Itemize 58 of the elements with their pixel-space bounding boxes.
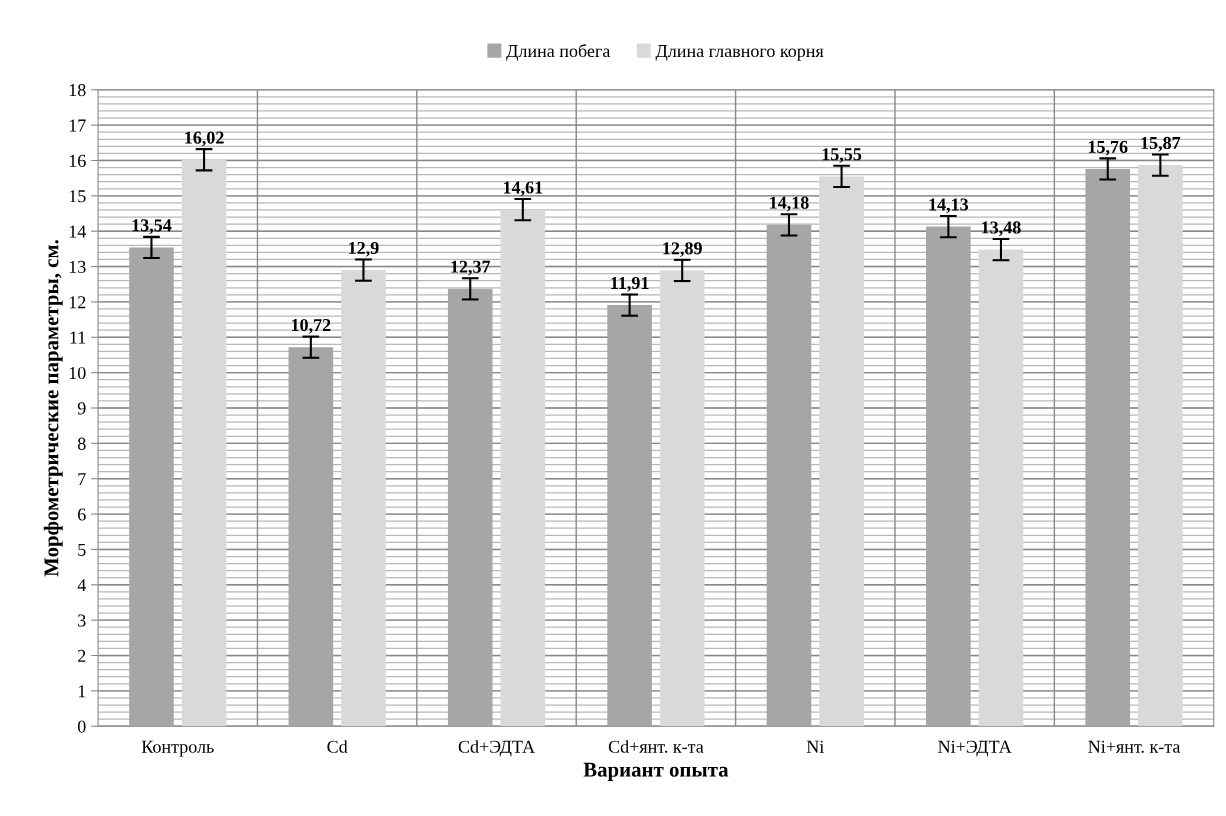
y-tick-label: 3 bbox=[78, 614, 86, 627]
data-label: 11,91 bbox=[611, 276, 649, 292]
bar bbox=[341, 270, 386, 727]
y-tick-label: 5 bbox=[78, 543, 86, 556]
x-tick-label: Ni bbox=[806, 740, 824, 753]
bar bbox=[926, 226, 971, 727]
y-tick-label: 6 bbox=[78, 508, 86, 521]
y-tick-label: 18 bbox=[69, 84, 86, 97]
data-label: 12,9 bbox=[349, 241, 379, 257]
y-tick-label: 15 bbox=[69, 190, 86, 203]
y-tick-label: 9 bbox=[77, 402, 86, 415]
data-label: 10,72 bbox=[291, 318, 331, 334]
data-label: 12,89 bbox=[663, 242, 702, 258]
y-tick-label: 4 bbox=[77, 579, 86, 592]
data-label: 15,87 bbox=[1141, 136, 1181, 152]
data-label: 16,02 bbox=[185, 131, 224, 147]
y-tick-label: 14 bbox=[69, 225, 86, 238]
x-tick-label: Cd+ЭДТА bbox=[458, 740, 535, 757]
y-tick-label: 11 bbox=[70, 331, 86, 344]
y-tick-label: 13 bbox=[69, 260, 86, 273]
x-tick-label: Cd+янт. к-та bbox=[608, 740, 704, 753]
x-tick-label: Ni+ЭДТА bbox=[938, 740, 1012, 757]
legend-label: Длина побега bbox=[506, 44, 611, 61]
y-tick-label: 8 bbox=[77, 437, 86, 450]
y-tick-label: 1 bbox=[78, 685, 86, 698]
data-label: 13,54 bbox=[132, 219, 172, 235]
bar bbox=[288, 347, 334, 727]
y-tick-label: 10 bbox=[69, 366, 86, 380]
y-tick-label: 16 bbox=[69, 154, 86, 167]
x-axis-title: Вариант опыта bbox=[583, 762, 729, 781]
x-tick-label: Cd bbox=[327, 740, 348, 753]
bar bbox=[447, 288, 493, 727]
data-label: 13,48 bbox=[982, 221, 1021, 237]
x-tick-label: Ni+янт. к-та bbox=[1088, 740, 1181, 753]
y-tick-label: 17 bbox=[69, 119, 86, 132]
bar bbox=[766, 224, 812, 727]
bar bbox=[1138, 165, 1183, 727]
bar bbox=[607, 305, 652, 727]
bar bbox=[978, 249, 1024, 727]
bar bbox=[1085, 168, 1131, 727]
y-tick-label: 2 bbox=[78, 649, 86, 662]
bar bbox=[181, 159, 227, 727]
data-label: 14,13 bbox=[929, 198, 969, 214]
y-tick-label: 0 bbox=[77, 720, 86, 733]
bar bbox=[659, 270, 705, 727]
bar bbox=[500, 209, 546, 727]
x-tick-label: Контроль bbox=[141, 740, 214, 757]
legend-label: Длина главного корня bbox=[655, 45, 824, 61]
data-label: 15,55 bbox=[822, 148, 862, 163]
y-axis-title: Морфометрические параметры, см. bbox=[43, 240, 63, 577]
data-label: 12,37 bbox=[451, 260, 491, 276]
bar bbox=[819, 176, 864, 727]
data-label: 15,76 bbox=[1088, 140, 1128, 156]
data-label: 14,18 bbox=[770, 196, 809, 212]
data-label: 14,61 bbox=[503, 181, 543, 197]
bar bbox=[129, 247, 174, 727]
y-tick-label: 12 bbox=[69, 296, 86, 309]
y-tick-label: 7 bbox=[78, 473, 86, 485]
